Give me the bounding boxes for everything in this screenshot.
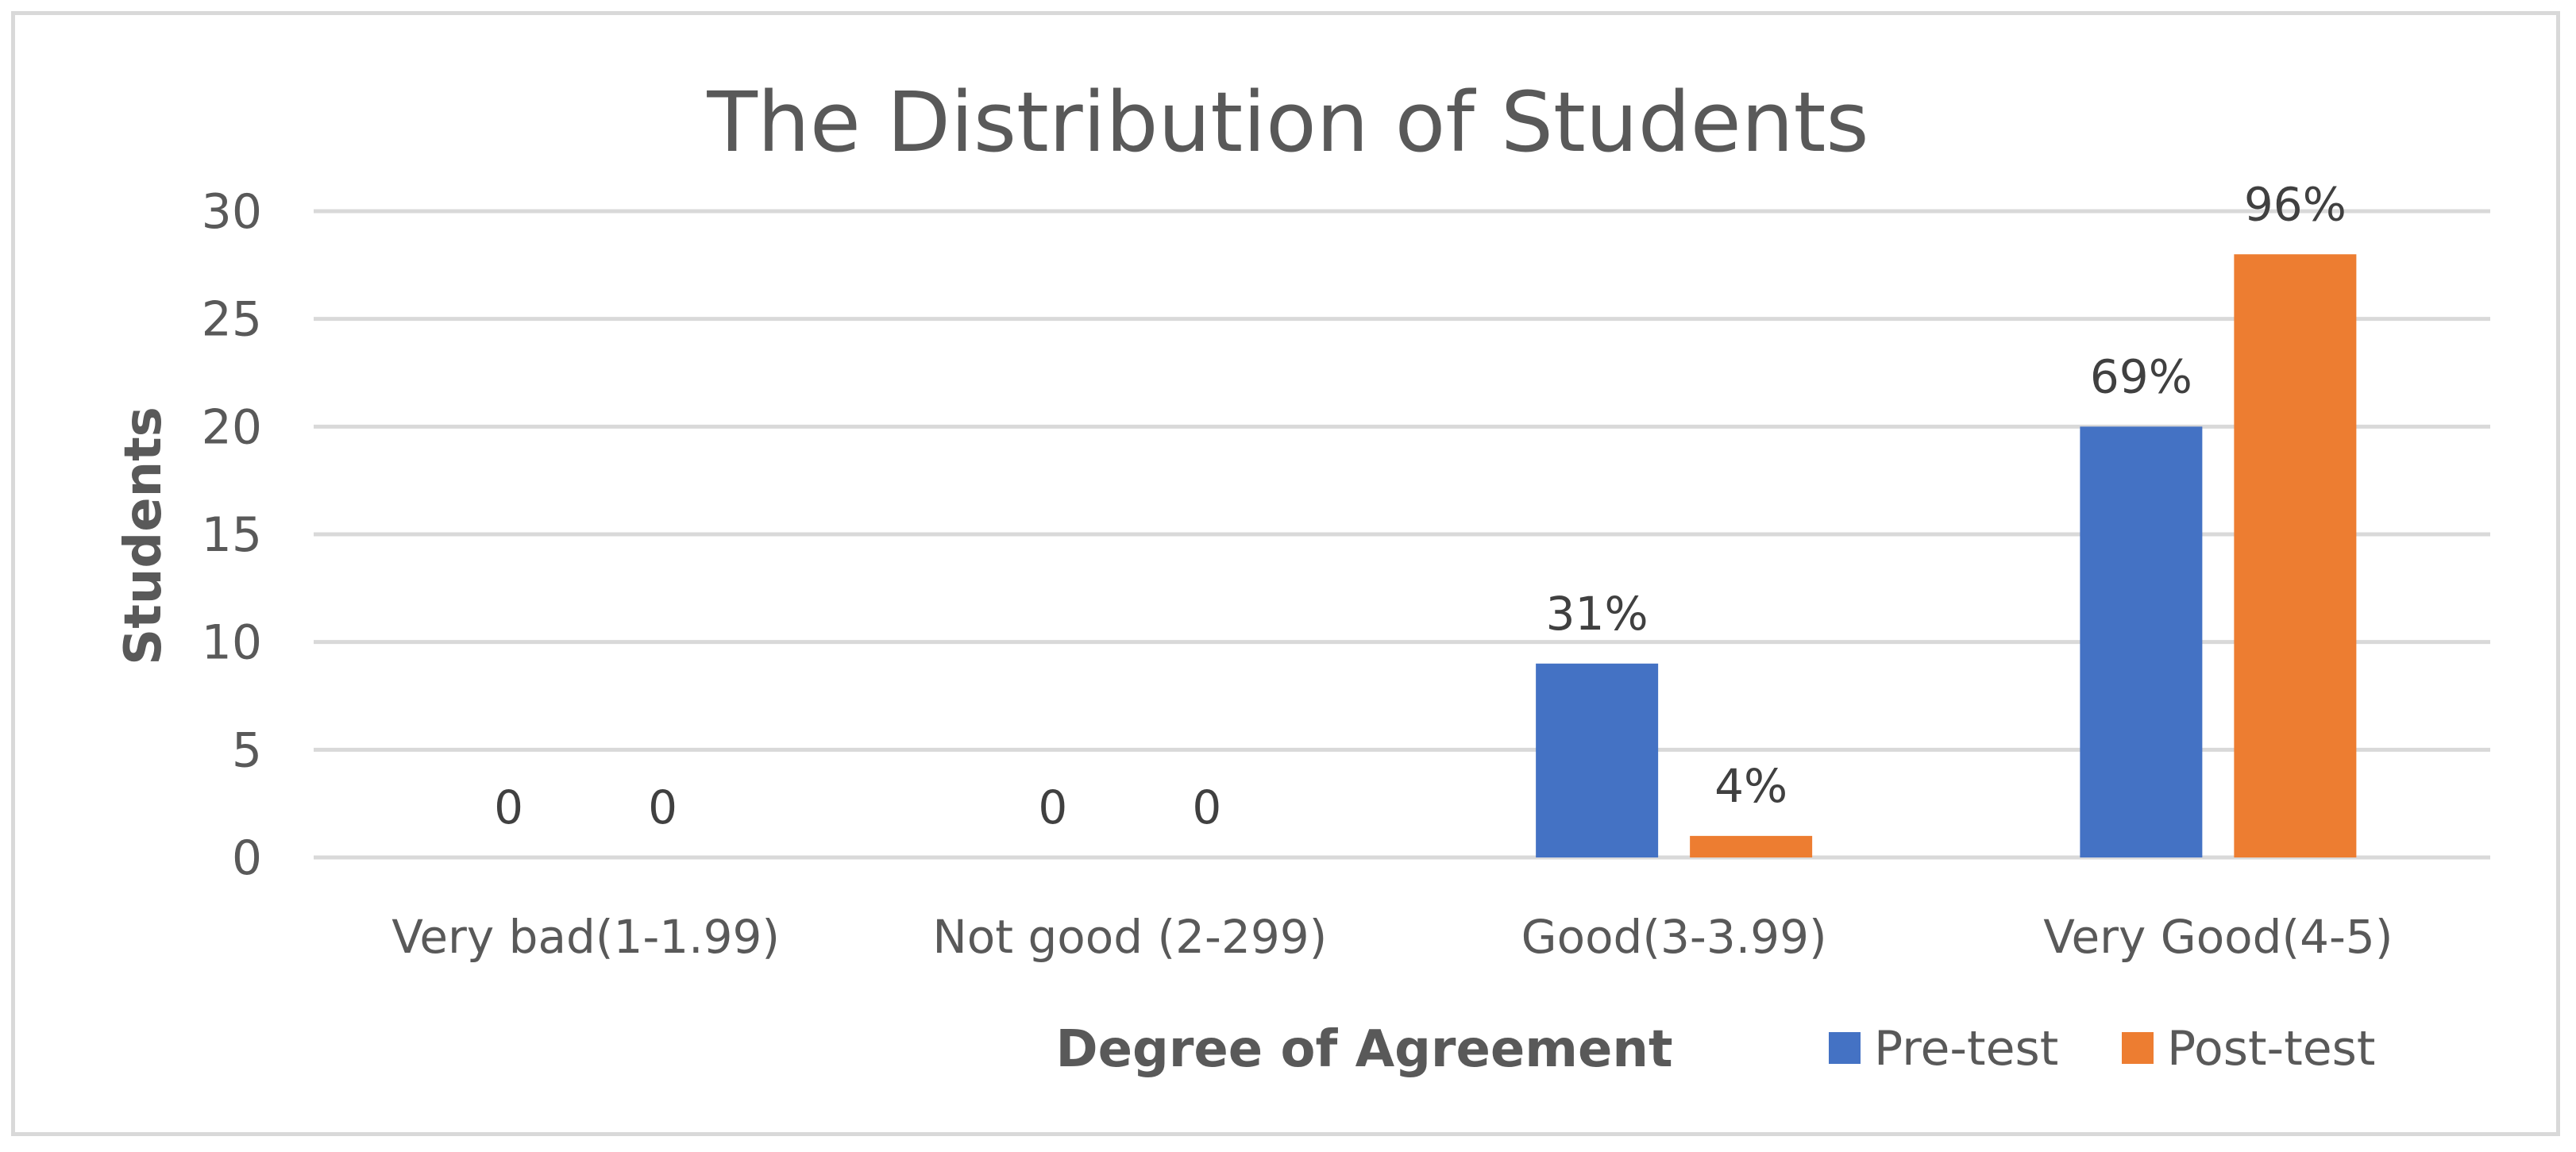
x-category-label: Very bad(1-1.99) [391,910,780,964]
bar-post-test [1690,835,1813,857]
y-tick-label: 5 [232,722,262,778]
y-axis-ticks: 0 5 10 15 20 25 30 [202,184,262,886]
y-tick-label: 20 [202,399,262,455]
legend-label: Post-test [2167,1021,2375,1077]
legend: Pre-test Post-test [1829,1021,2375,1077]
data-label: 96% [2244,177,2347,231]
x-axis-title: Degree of Agreement [1055,1020,1672,1079]
bar-pre-test [1536,663,1659,857]
data-label: 31% [1546,587,1649,641]
data-label: 0 [648,780,677,834]
legend-swatch [2122,1032,2154,1064]
bar-pre-test [2080,426,2203,857]
x-category-label: Very Good(4-5) [2043,910,2393,964]
bars [1536,254,2357,857]
x-category-label: Good(3-3.99) [1521,910,1827,964]
legend-swatch [1829,1032,1861,1064]
data-label: 0 [494,780,523,834]
y-tick-label: 15 [202,507,262,563]
legend-label: Pre-test [1874,1021,2058,1077]
data-label: 0 [1038,780,1067,834]
y-tick-label: 30 [202,184,262,240]
bar-post-test [2234,254,2357,857]
x-axis-categories: Very bad(1-1.99) Not good (2-299) Good(3-3… [391,910,2393,964]
y-tick-label: 0 [232,830,262,886]
x-category-label: Not good (2-299) [932,910,1327,964]
chart-title: The Distribution of Students [706,74,1868,171]
y-tick-label: 25 [202,292,262,348]
data-label: 69% [2090,349,2192,403]
data-labels: 0 0 0 0 31% 4% 69% 96% [494,177,2347,834]
data-label: 4% [1714,759,1787,813]
y-tick-label: 10 [202,615,262,671]
data-label: 0 [1192,780,1221,834]
y-axis-title: Students [114,406,173,665]
